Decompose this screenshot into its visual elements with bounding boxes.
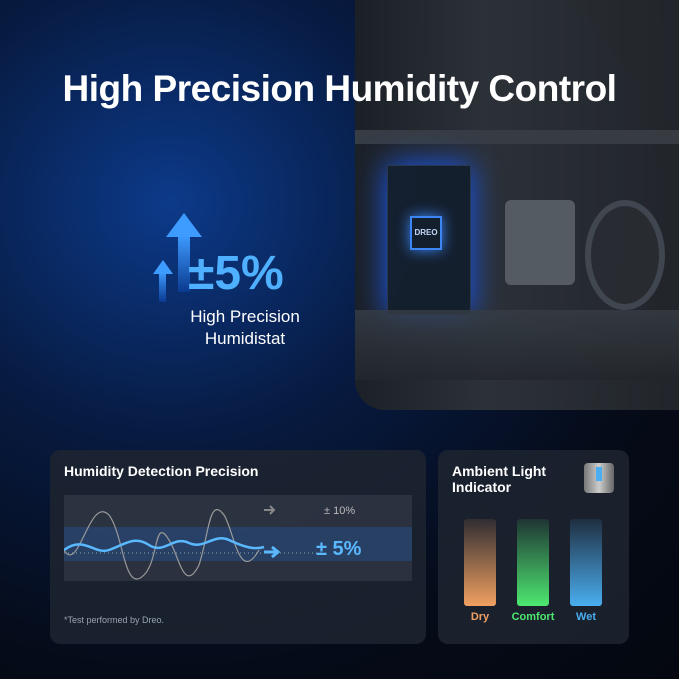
dry-label: Dry (470, 611, 490, 623)
dreo-wave (64, 537, 265, 553)
humidifier-cutaway-image: DREO (355, 0, 679, 410)
humidifier-thumbnail-icon (584, 463, 614, 493)
arrow-gray-icon (264, 505, 276, 515)
arrow-up-large-head (166, 213, 202, 237)
indicator-heading: Ambient Light Indicator (452, 463, 546, 495)
arrow-up-large-icon (178, 235, 190, 292)
indicator-heading-line2: Indicator (452, 479, 512, 495)
chip-logo: DREO (410, 216, 442, 250)
arrow-up-small-head (153, 260, 173, 274)
dreo-precision-label: ± 5% (316, 538, 362, 560)
precision-value: ±5% (188, 247, 284, 300)
standard-wave (64, 509, 260, 580)
circuit-board: DREO (387, 165, 471, 315)
arrow-up-small-icon (159, 272, 166, 302)
caption-line1: High Precision (190, 307, 300, 326)
footnote: *Test performed by Dreo. (64, 615, 165, 625)
wave-chart (64, 495, 412, 581)
indicator-heading-line1: Ambient Light (452, 463, 547, 479)
comfort-label: Comfort (511, 611, 555, 623)
detection-heading: Humidity Detection Precision (64, 463, 259, 479)
caption-line2: Humidistat (204, 329, 286, 348)
dry-light-bar (464, 519, 496, 606)
wet-label: Wet (576, 611, 596, 623)
comfort-light-bar (517, 519, 549, 606)
detection-panel: Humidity Detection Precision ± 10% ± 5% … (50, 450, 426, 644)
standard-precision-label: ± 10% (324, 505, 356, 517)
arrow-blue-icon (264, 545, 281, 559)
indicator-panel: Ambient Light Indicator Dry Comfort Wet (438, 450, 629, 644)
wet-light-bar (570, 519, 602, 606)
fan-icon (585, 200, 665, 310)
precision-caption: High Precision Humidistat (168, 306, 322, 350)
page-title: High Precision Humidity Control (62, 68, 617, 109)
